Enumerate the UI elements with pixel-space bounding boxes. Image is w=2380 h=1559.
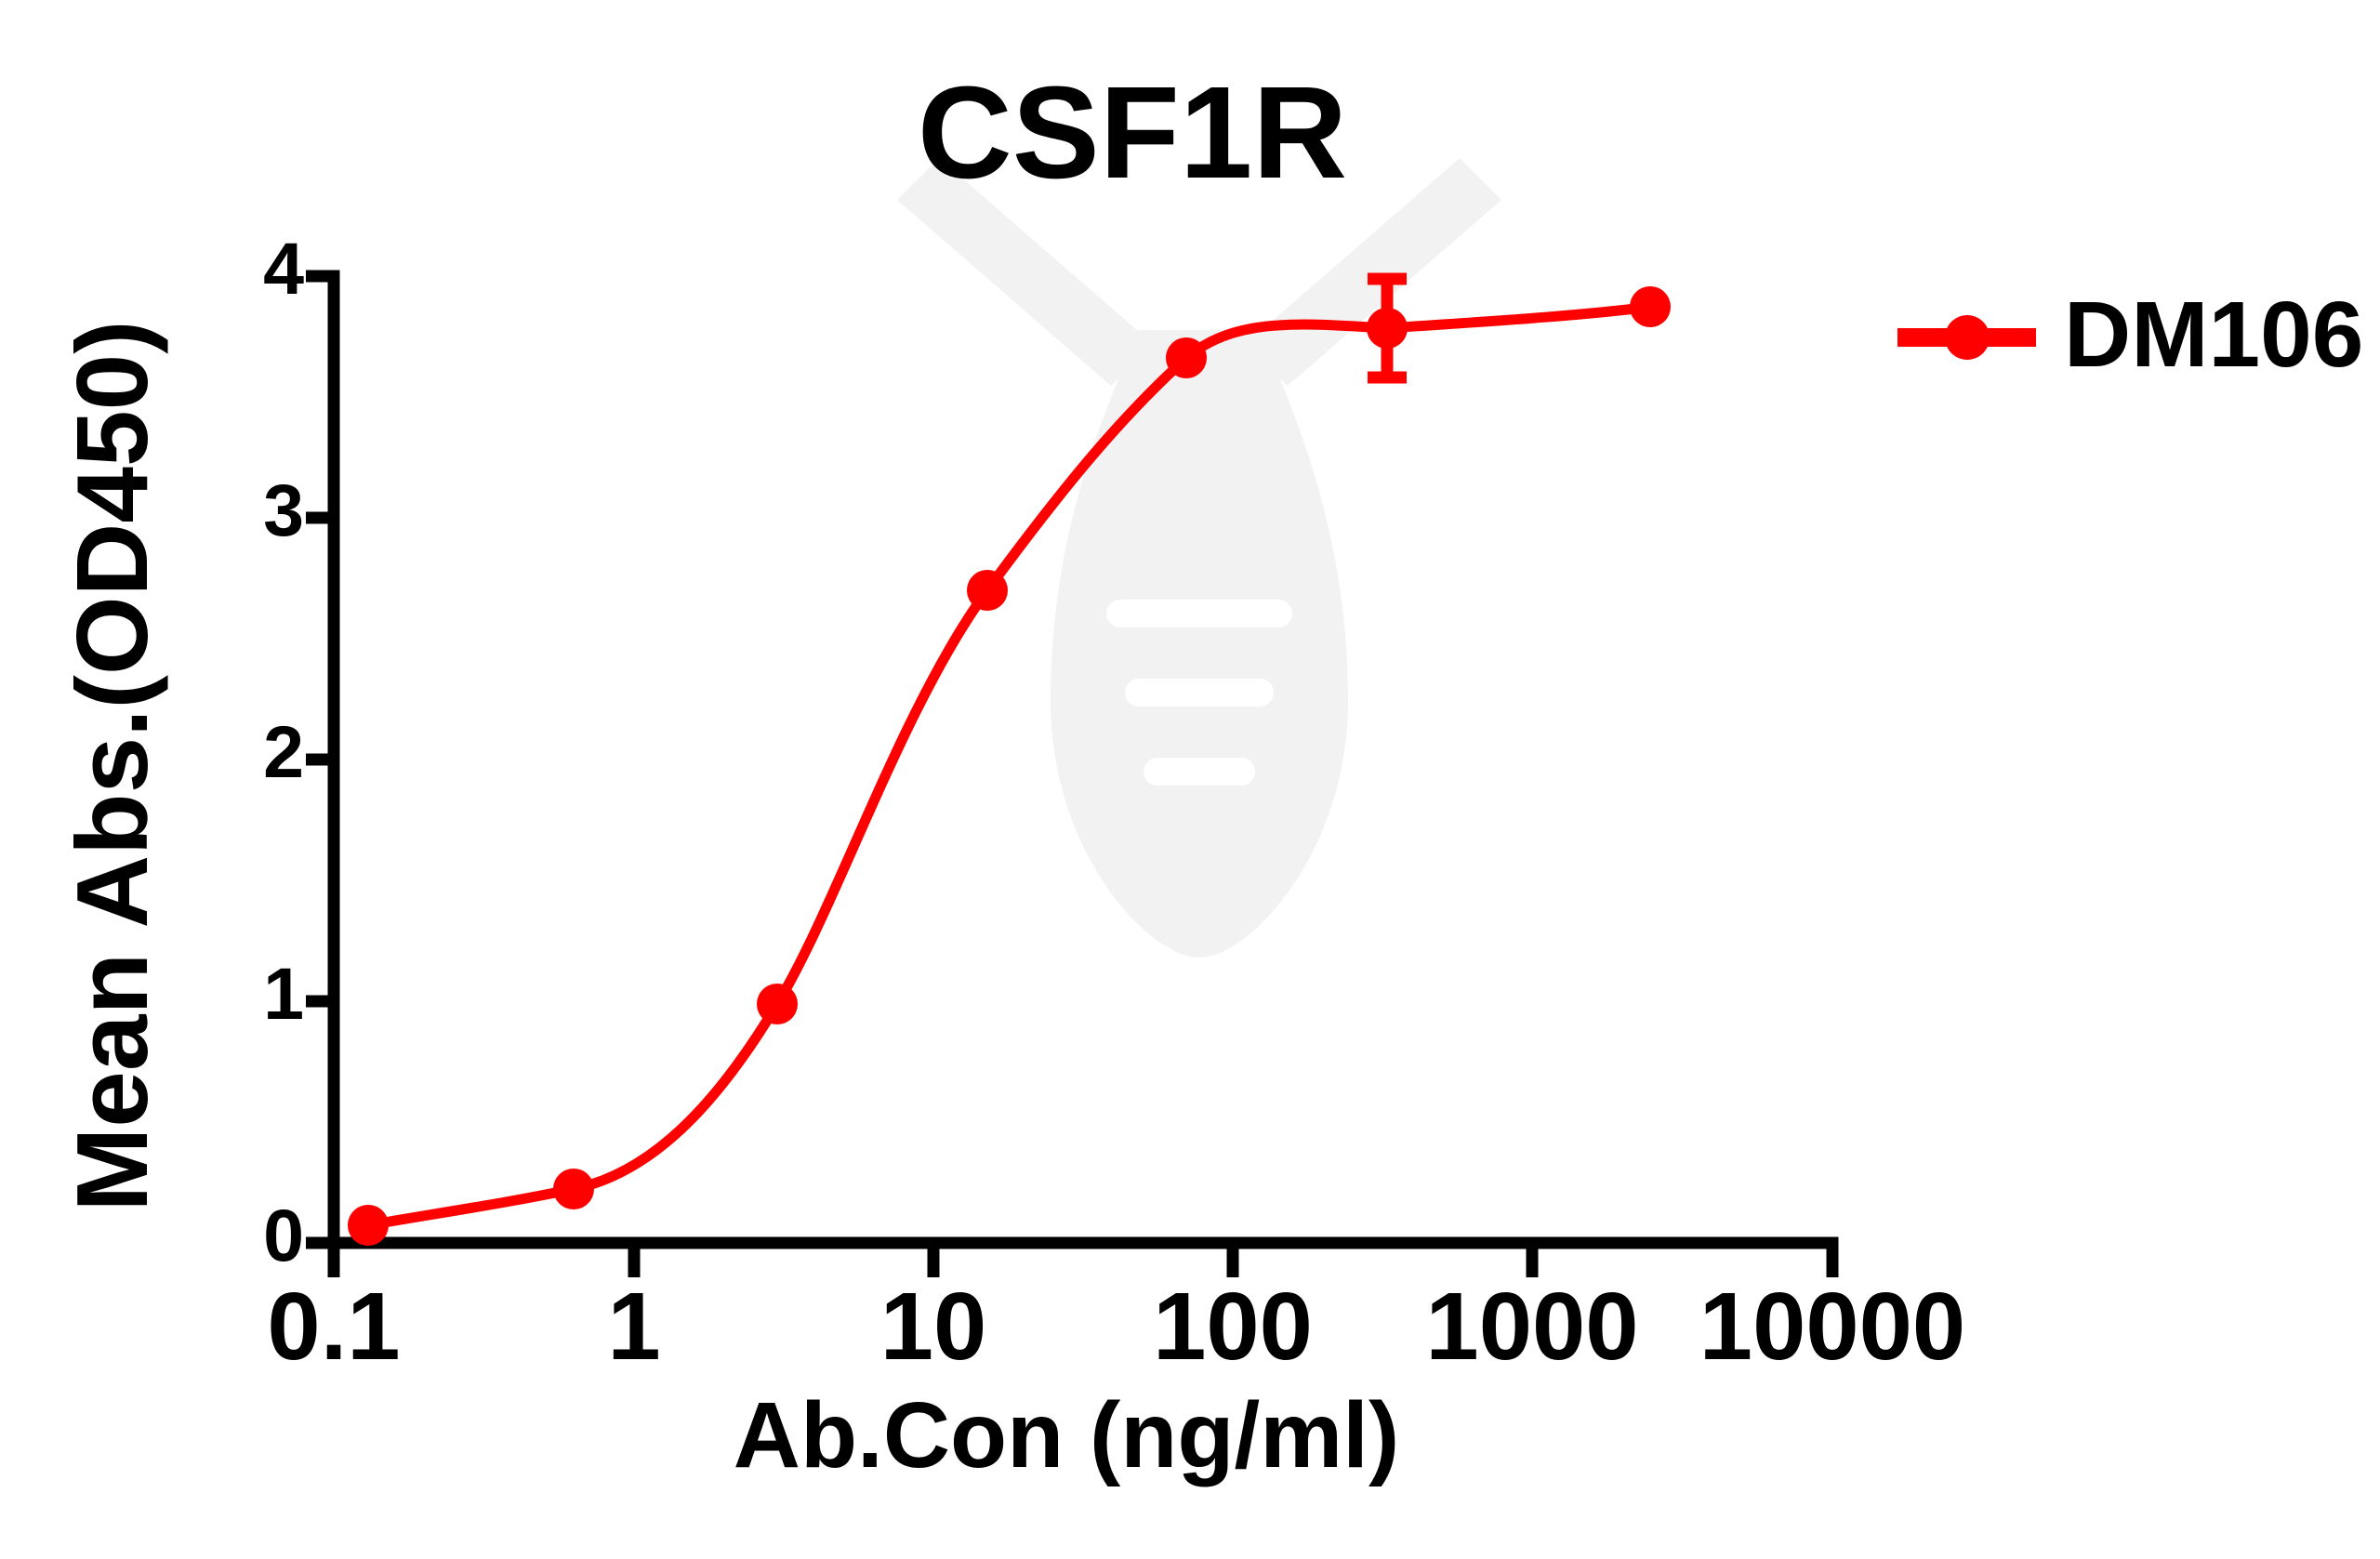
svg-text:1000: 1000 — [1425, 1273, 1638, 1380]
svg-text:DM106: DM106 — [2064, 283, 2363, 387]
svg-text:4: 4 — [263, 227, 304, 310]
svg-text:1: 1 — [263, 952, 304, 1035]
svg-text:2: 2 — [263, 710, 304, 793]
svg-text:0: 0 — [263, 1194, 304, 1276]
svg-text:10: 10 — [880, 1273, 987, 1380]
svg-text:CSF1R: CSF1R — [918, 59, 1347, 205]
svg-text:Mean Abs.(OD450): Mean Abs.(OD450) — [56, 320, 169, 1211]
svg-text:3: 3 — [263, 469, 304, 551]
svg-text:10000: 10000 — [1699, 1273, 1965, 1380]
svg-text:Ab.Con (ng/ml): Ab.Con (ng/ml) — [734, 1383, 1400, 1487]
svg-text:0.1: 0.1 — [267, 1273, 400, 1380]
svg-text:1: 1 — [607, 1273, 660, 1380]
svg-text:100: 100 — [1153, 1273, 1313, 1380]
